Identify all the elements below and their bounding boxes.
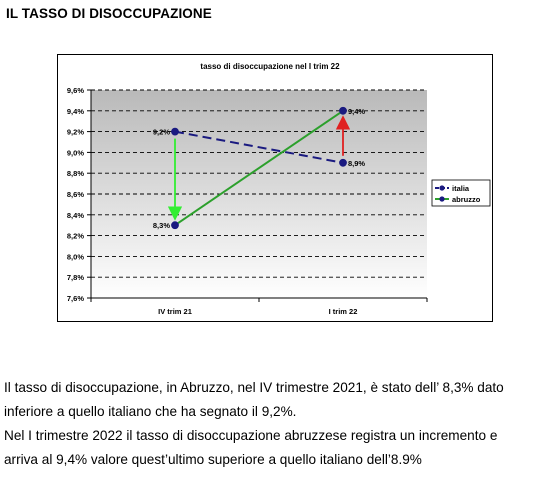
axes: 7,6% 7,8% 8,0% 8,2% 8,4% 8,6% 8,8% 9,0% 9,2% 9,4%… (67, 86, 428, 316)
y-tick-label: 8,4% (67, 211, 84, 220)
paragraph-1: Il tasso di disoccupazione, in Abruzzo, … (4, 376, 549, 424)
data-point-abruzzo (171, 221, 179, 230)
data-label-italia: 9,2% (153, 128, 170, 137)
y-tick-label: 9,2% (67, 128, 84, 137)
y-tick-label: 7,8% (67, 273, 84, 282)
series-line-italia (174, 130, 344, 164)
paragraph-2-line-1: Nel I trimestre 2022 il tasso di disoccu… (4, 428, 498, 443)
data-point-italia (339, 158, 347, 167)
data-point-italia (171, 127, 179, 136)
paragraph-1-line-1: Il tasso di disoccupazione, in Abruzzo, … (4, 380, 504, 395)
data-label-abruzzo: 8,3% (153, 221, 170, 230)
legend-marker-abruzzo (439, 196, 445, 202)
y-tick-label: 8,8% (67, 169, 84, 178)
data-label-abruzzo: 9,4% (348, 107, 365, 116)
y-tick-label: 9,0% (67, 148, 84, 157)
legend: italia abruzzo (431, 179, 491, 207)
x-tick-label: IV trim 21 (158, 307, 192, 316)
legend-label-abruzzo: abruzzo (452, 195, 481, 204)
data-label-italia: 8,9% (348, 159, 365, 168)
paragraph-2-line-2: arriva al 9,4% valore quest’ultimo super… (4, 452, 422, 467)
x-tick-label: I trim 22 (329, 307, 358, 316)
series-lines: 9,2% 8,9% 8,3% 9,4% (153, 107, 366, 230)
y-tick-label: 7,6% (67, 294, 84, 303)
unemployment-chart: tasso di disoccupazione nel I trim 22 7,… (67, 62, 491, 316)
series-line-abruzzo (174, 109, 344, 227)
paragraph-1-line-2: inferiore a quello italiano che ha segna… (4, 404, 297, 419)
y-tick-label: 8,2% (67, 232, 84, 241)
legend-marker-italia (439, 185, 445, 191)
chart-title: tasso di disoccupazione nel I trim 22 (200, 62, 340, 71)
data-point-abruzzo (339, 106, 347, 115)
y-tick-label: 8,6% (67, 190, 84, 199)
legend-box (431, 179, 491, 207)
legend-label-italia: italia (452, 184, 470, 193)
grid-lines (91, 89, 427, 278)
paragraph-2: Nel I trimestre 2022 il tasso di disoccu… (4, 424, 549, 472)
y-tick-label: 8,0% (67, 252, 84, 261)
page-heading: IL TASSO DI DISOCCUPAZIONE (6, 6, 212, 21)
y-tick-label: 9,6% (67, 86, 84, 95)
y-tick-label: 9,4% (67, 107, 84, 116)
